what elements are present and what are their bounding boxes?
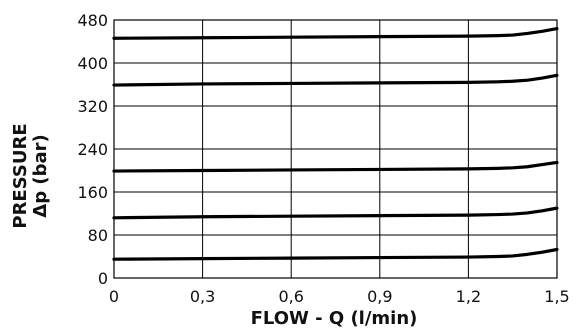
axis-layer <box>113 19 558 279</box>
grid-layer <box>113 19 558 279</box>
x-axis-title: FLOW - Q (l/min) <box>251 308 418 329</box>
plot-frame <box>113 19 558 279</box>
y-tick-label-5: 400 <box>77 54 108 73</box>
series-line-1 <box>112 206 559 220</box>
y-tick-label-3: 240 <box>77 140 108 159</box>
tick-label-layer: 0 80 160 240 320 400 480 0 0,3 0,6 0,9 1,2 1,5 <box>77 11 569 306</box>
x-tick-label-2: 0,6 <box>278 287 303 306</box>
series-line-3 <box>112 73 559 87</box>
y-tick-label-4: 320 <box>77 97 108 116</box>
x-tick-label-1: 0,3 <box>190 287 215 306</box>
x-tick-label-4: 1,2 <box>456 287 481 306</box>
series-line-2 <box>112 160 559 173</box>
x-tick-label-5: 1,5 <box>544 287 569 306</box>
y-tick-label-6: 480 <box>77 11 108 30</box>
x-tick-label-0: 0 <box>109 287 119 306</box>
series-line-4 <box>112 27 559 40</box>
y-axis-title-line2: Δp (bar) <box>30 134 51 217</box>
y-tick-label-1: 80 <box>88 226 108 245</box>
y-tick-label-2: 160 <box>77 183 108 202</box>
series-layer <box>112 27 559 261</box>
series-line-0 <box>112 247 559 261</box>
y-axis-title-line1: PRESSURE <box>10 123 31 228</box>
y-tick-label-0: 0 <box>98 269 108 288</box>
x-tick-label-3: 0,9 <box>367 287 392 306</box>
